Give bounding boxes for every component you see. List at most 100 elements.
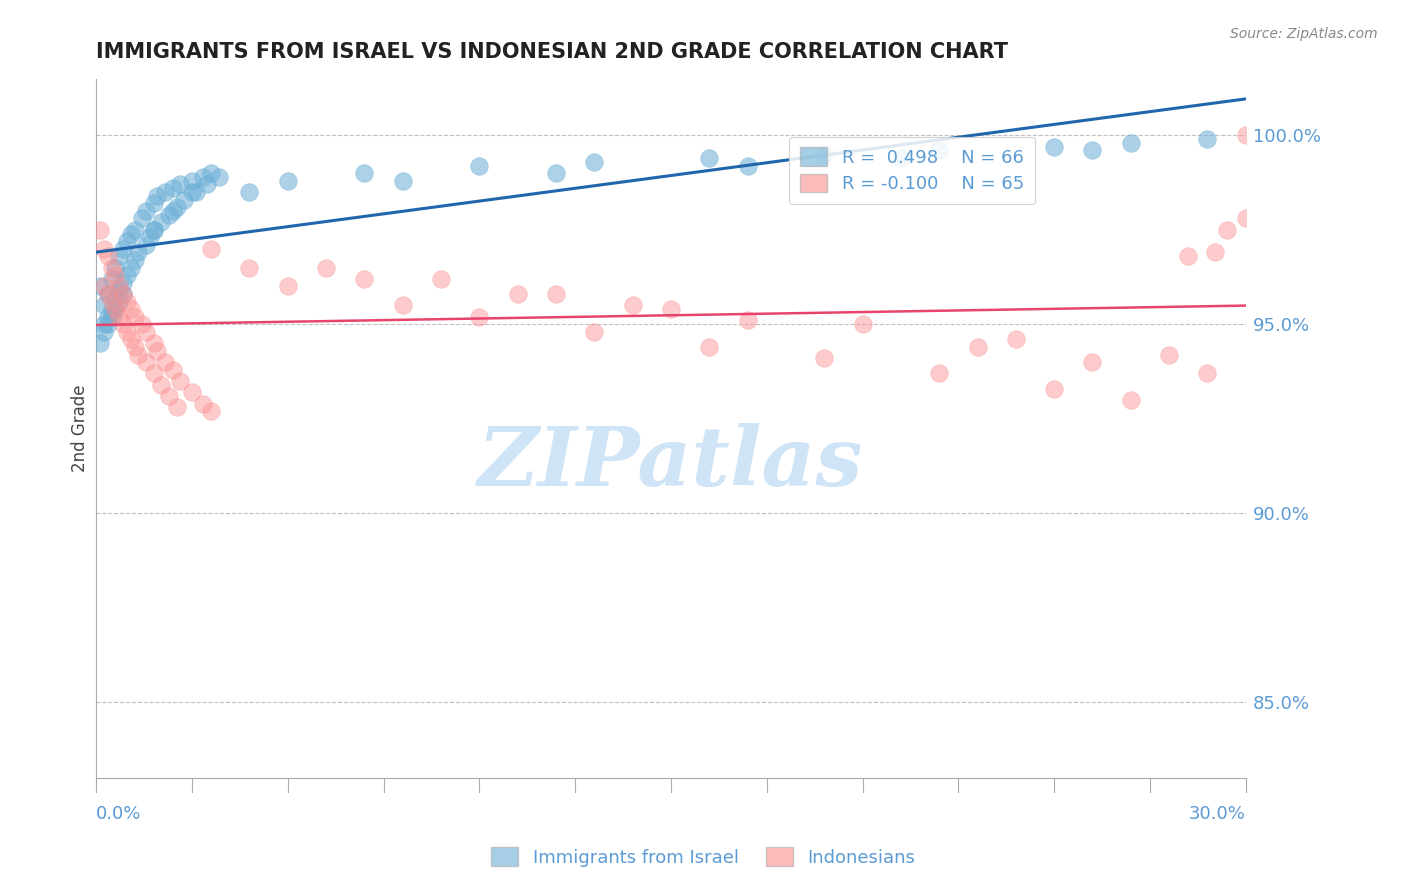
- Point: [277, 279, 299, 293]
- Point: [208, 169, 231, 184]
- Point: [468, 310, 491, 324]
- Point: [1177, 249, 1199, 263]
- Point: [697, 340, 720, 354]
- Point: [928, 367, 950, 381]
- Point: [544, 287, 567, 301]
- Text: IMMIGRANTS FROM ISRAEL VS INDONESIAN 2ND GRADE CORRELATION CHART: IMMIGRANTS FROM ISRAEL VS INDONESIAN 2ND…: [96, 42, 1008, 62]
- Point: [181, 174, 204, 188]
- Point: [97, 249, 120, 263]
- Point: [169, 374, 191, 388]
- Point: [1234, 128, 1257, 143]
- Point: [142, 336, 165, 351]
- Point: [89, 336, 111, 351]
- Point: [697, 151, 720, 165]
- Point: [93, 298, 115, 312]
- Point: [181, 185, 204, 199]
- Point: [127, 347, 149, 361]
- Point: [93, 279, 115, 293]
- Point: [104, 260, 127, 275]
- Point: [1119, 392, 1142, 407]
- Point: [108, 283, 131, 297]
- Legend: R =  0.498    N = 66, R = -0.100    N = 65: R = 0.498 N = 66, R = -0.100 N = 65: [789, 136, 1035, 204]
- Point: [200, 404, 222, 418]
- Point: [238, 260, 260, 275]
- Point: [200, 242, 222, 256]
- Point: [108, 310, 131, 324]
- Point: [93, 318, 115, 332]
- Point: [115, 325, 138, 339]
- Point: [1043, 382, 1066, 396]
- Point: [120, 302, 142, 317]
- Point: [162, 181, 184, 195]
- Point: [353, 166, 375, 180]
- Point: [737, 159, 759, 173]
- Point: [104, 302, 127, 317]
- Y-axis label: 2nd Grade: 2nd Grade: [72, 384, 89, 472]
- Point: [104, 302, 127, 317]
- Point: [391, 298, 413, 312]
- Point: [100, 272, 122, 286]
- Point: [120, 260, 142, 275]
- Point: [169, 178, 191, 192]
- Point: [150, 215, 173, 229]
- Point: [851, 318, 873, 332]
- Point: [200, 166, 222, 180]
- Point: [100, 310, 122, 324]
- Point: [162, 362, 184, 376]
- Text: Source: ZipAtlas.com: Source: ZipAtlas.com: [1230, 27, 1378, 41]
- Point: [97, 287, 120, 301]
- Point: [173, 193, 195, 207]
- Point: [135, 203, 157, 218]
- Point: [153, 185, 176, 199]
- Point: [430, 272, 453, 286]
- Point: [124, 310, 146, 324]
- Point: [142, 223, 165, 237]
- Point: [1215, 223, 1237, 237]
- Point: [157, 208, 180, 222]
- Text: 0.0%: 0.0%: [96, 805, 142, 823]
- Text: ZIPatlas: ZIPatlas: [478, 423, 863, 503]
- Point: [115, 234, 138, 248]
- Point: [111, 318, 134, 332]
- Point: [1043, 139, 1066, 153]
- Point: [353, 272, 375, 286]
- Point: [100, 294, 122, 309]
- Point: [506, 287, 529, 301]
- Point: [142, 367, 165, 381]
- Point: [621, 298, 644, 312]
- Point: [1005, 332, 1028, 346]
- Point: [139, 230, 162, 244]
- Point: [583, 154, 606, 169]
- Point: [135, 325, 157, 339]
- Point: [124, 252, 146, 267]
- Point: [166, 200, 188, 214]
- Point: [104, 291, 127, 305]
- Point: [135, 355, 157, 369]
- Point: [583, 325, 606, 339]
- Point: [162, 203, 184, 218]
- Point: [131, 211, 153, 226]
- Point: [100, 302, 122, 317]
- Point: [468, 159, 491, 173]
- Point: [124, 340, 146, 354]
- Point: [97, 318, 120, 332]
- Point: [104, 268, 127, 282]
- Point: [193, 397, 215, 411]
- Point: [115, 268, 138, 282]
- Point: [277, 174, 299, 188]
- Point: [89, 223, 111, 237]
- Point: [890, 151, 912, 165]
- Point: [93, 242, 115, 256]
- Point: [120, 332, 142, 346]
- Point: [111, 287, 134, 301]
- Point: [131, 318, 153, 332]
- Point: [120, 227, 142, 241]
- Point: [127, 245, 149, 260]
- Point: [544, 166, 567, 180]
- Point: [1204, 245, 1226, 260]
- Point: [150, 377, 173, 392]
- Point: [966, 340, 988, 354]
- Point: [193, 169, 215, 184]
- Point: [238, 185, 260, 199]
- Point: [195, 178, 218, 192]
